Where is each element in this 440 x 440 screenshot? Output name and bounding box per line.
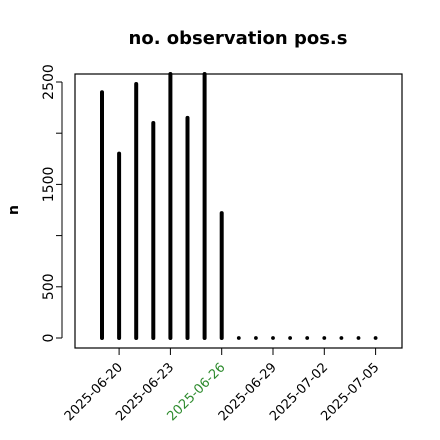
- bar-series: [100, 72, 378, 340]
- chart-title: no. observation pos.s: [129, 28, 348, 49]
- zero-point: [254, 336, 258, 340]
- y-axis: 0 500 1500 2500: [41, 64, 63, 343]
- y-tick-label: 2500: [41, 64, 57, 100]
- x-axis: 2025-06-202025-06-232025-06-262025-06-29…: [62, 347, 382, 424]
- y-tick-label: 1500: [41, 167, 57, 203]
- y-axis-label: n: [6, 205, 22, 215]
- y-tick-label: 0: [41, 334, 57, 343]
- zero-point: [271, 336, 275, 340]
- zero-point: [339, 336, 344, 340]
- zero-point: [236, 336, 241, 340]
- zero-point: [305, 336, 310, 340]
- zero-point: [373, 336, 378, 340]
- y-tick-label: 500: [41, 273, 57, 300]
- zero-point: [322, 336, 327, 340]
- zero-point: [356, 336, 361, 340]
- zero-point: [288, 336, 292, 340]
- plot-frame: [74, 73, 403, 349]
